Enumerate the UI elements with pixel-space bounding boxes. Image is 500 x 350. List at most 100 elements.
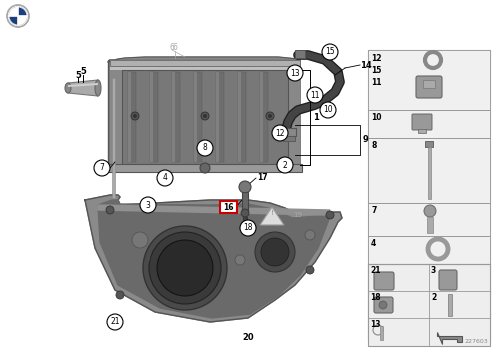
Circle shape [241, 209, 249, 217]
Polygon shape [260, 207, 284, 225]
Text: 11: 11 [310, 91, 320, 99]
Text: 15: 15 [371, 66, 382, 75]
Circle shape [379, 301, 387, 309]
Text: 15: 15 [325, 48, 335, 56]
Bar [368, 236, 490, 264]
Circle shape [106, 206, 114, 214]
FancyBboxPatch shape [412, 114, 432, 130]
Text: !: ! [270, 210, 274, 216]
Bar [427, 217, 433, 233]
Circle shape [261, 238, 289, 266]
Bar [260, 72, 268, 162]
Bar [108, 164, 302, 172]
Ellipse shape [65, 83, 71, 93]
Circle shape [201, 112, 209, 120]
Bar [172, 72, 180, 162]
Bar [368, 50, 490, 110]
Text: 18: 18 [370, 293, 380, 302]
Bar [128, 72, 136, 162]
Text: 4: 4 [162, 174, 168, 182]
Text: 14: 14 [360, 61, 372, 70]
Circle shape [322, 44, 338, 60]
Bar [428, 147, 431, 199]
Text: 12: 12 [275, 128, 285, 138]
Text: 10: 10 [371, 113, 382, 122]
Circle shape [132, 232, 148, 248]
Text: 13: 13 [290, 69, 300, 77]
Text: 227603: 227603 [464, 339, 488, 344]
Text: 8: 8 [202, 144, 207, 153]
Bar [110, 60, 300, 172]
Bar [108, 60, 298, 170]
Bar [295, 50, 305, 58]
Bar [150, 72, 158, 162]
Bar [368, 50, 490, 340]
Bar [423, 80, 435, 88]
Wedge shape [10, 16, 18, 25]
Circle shape [133, 114, 137, 118]
Circle shape [266, 112, 274, 120]
Text: 7: 7 [100, 163, 104, 173]
Text: 9: 9 [363, 135, 369, 145]
Bar [380, 326, 383, 340]
Circle shape [424, 205, 436, 217]
Text: 4: 4 [371, 239, 376, 248]
Text: 3: 3 [431, 266, 436, 275]
Circle shape [305, 230, 315, 240]
Text: 13: 13 [370, 320, 380, 329]
Bar [150, 72, 153, 162]
Circle shape [203, 114, 207, 118]
Circle shape [200, 163, 210, 173]
Text: 11: 11 [371, 78, 382, 87]
Wedge shape [18, 7, 26, 16]
Text: 21: 21 [370, 266, 380, 275]
Bar [238, 72, 246, 162]
Bar [448, 294, 452, 316]
Circle shape [149, 254, 161, 266]
Circle shape [235, 255, 245, 265]
Bar [110, 60, 300, 66]
Circle shape [149, 232, 221, 304]
Bar [282, 128, 296, 136]
Bar [260, 72, 263, 162]
Bar [216, 72, 219, 162]
Bar [283, 136, 295, 141]
Circle shape [94, 160, 110, 176]
Text: 5: 5 [75, 70, 81, 79]
Bar [194, 72, 202, 162]
Text: 5: 5 [80, 68, 86, 77]
Bar [122, 70, 288, 164]
FancyBboxPatch shape [374, 297, 393, 313]
Text: 18: 18 [243, 224, 253, 232]
Polygon shape [98, 200, 330, 318]
Text: 1: 1 [313, 113, 319, 122]
Bar [128, 72, 131, 162]
Text: 20: 20 [242, 332, 254, 342]
Bar [242, 192, 248, 212]
Bar [238, 72, 241, 162]
Circle shape [140, 197, 156, 213]
Bar [220, 201, 236, 213]
Bar [368, 203, 490, 236]
Text: 10: 10 [323, 105, 333, 114]
Polygon shape [108, 57, 298, 62]
Bar [425, 141, 433, 147]
Circle shape [287, 65, 303, 81]
Text: 2: 2 [431, 293, 436, 302]
Circle shape [239, 181, 251, 193]
FancyBboxPatch shape [374, 272, 394, 290]
Circle shape [157, 170, 173, 186]
Wedge shape [10, 7, 18, 16]
Circle shape [307, 87, 323, 103]
Circle shape [255, 232, 295, 272]
Bar [418, 129, 426, 133]
Circle shape [320, 102, 336, 118]
Text: 3: 3 [146, 201, 150, 210]
Text: 19: 19 [293, 212, 302, 218]
Polygon shape [68, 80, 98, 96]
Text: 17: 17 [257, 174, 268, 182]
Text: 12: 12 [371, 54, 382, 63]
Text: 8: 8 [371, 141, 376, 150]
Circle shape [197, 140, 213, 156]
Bar [368, 138, 490, 203]
